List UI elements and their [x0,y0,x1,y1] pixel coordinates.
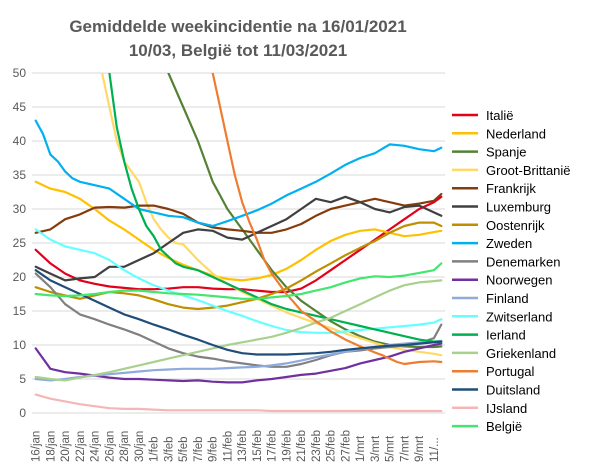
legend-label-portugal: Portugal [486,364,535,379]
y-tick-label: 10 [13,338,27,352]
y-tick-label: 15 [13,304,27,318]
x-tick-label: 27/feb [340,430,352,462]
x-tick-label: 5/mrt [385,435,397,462]
x-tick-label: 30/jan [134,431,146,462]
y-tick-label: 45 [13,100,27,114]
legend-label-luxemburg: Luxemburg [486,200,551,215]
x-tick-label: 18/jan [45,431,57,462]
x-tick-label: 3/feb [163,436,175,462]
y-tick-label: 0 [19,406,26,420]
y-tick-label: 5 [19,372,26,386]
legend-label-oostenrijk: Oostenrijk [486,218,545,233]
series-line-zwitserland [34,228,443,334]
x-tick-label: 20/jan [60,431,72,462]
legend: Italië Nederland Spanje Groot-Brittanië Fran… [452,108,571,434]
legend-label-duitsland: Duitsland [486,383,540,398]
legend-label-belgie: België [486,419,522,434]
series-line-luxemburg [34,195,443,282]
legend-label-spanje: Spanje [486,145,526,160]
x-tick-label: 7/mrt [399,435,411,462]
y-axis-ticks: 0 5 10 15 20 25 30 35 40 45 50 [13,66,27,420]
legend-label-zwitserland: Zwitserland [486,309,552,324]
x-tick-label: 9/mrt [414,435,426,462]
series-line-griekenland [34,279,443,382]
y-tick-label: 30 [13,202,27,216]
x-tick-label: 25/feb [326,430,338,462]
legend-label-griekenland: Griekenland [486,346,556,361]
series-line-ierland [108,73,443,343]
legend-label-italie: Italië [486,108,513,123]
legend-label-ijsland: IJsland [486,401,527,416]
x-tick-label: 11/feb [222,431,234,462]
x-axis-ticks: 16/jan 18/jan 20/jan 22/jan 24/jan 26/jan 28/j… [31,430,441,462]
x-tick-label: 17/feb [267,430,279,462]
series-line-italie [34,195,443,294]
legend-label-nederland: Nederland [486,126,546,141]
x-tick-label: 16/jan [31,431,43,462]
chart-title-line2: 10/03, België tot 11/03/2021 [129,41,347,60]
series-line-ijsland [34,393,443,413]
x-tick-label: 28/jan [119,431,131,462]
x-tick-label: 22/jan [75,431,87,462]
x-tick-label: 1/feb [149,436,161,462]
series-lines [34,73,443,413]
series-line-nederland [34,180,443,282]
legend-label-zweden: Zweden [486,236,532,251]
y-tick-label: 35 [13,168,27,182]
x-tick-label: 21/feb [296,430,308,462]
series-line-frankrijk [34,192,443,234]
x-tick-label: 19/feb [281,430,293,462]
series-line-denemarken [34,272,443,368]
x-tick-label: 3/mrt [370,435,382,462]
y-tick-label: 20 [13,270,27,284]
legend-label-frankrijk: Frankrijk [486,181,536,196]
legend-label-noorwegen: Noorwegen [486,273,553,288]
y-tick-label: 50 [13,66,27,80]
x-tick-label: 26/jan [104,431,116,462]
x-tick-label: 9/feb [208,436,220,462]
y-tick-label: 25 [13,236,27,250]
x-tick-label: 23/feb [311,430,323,462]
series-line-zweden [34,119,443,228]
series-line-groot-brittanie [101,73,443,357]
x-tick-label: 11/... [429,437,441,462]
x-tick-label: 1/mrt [355,435,367,462]
x-tick-label: 24/jan [90,431,102,462]
legend-label-denemarken: Denemarken [486,254,560,269]
chart-title-line1: Gemiddelde weekincidentie na 16/01/2021 [69,17,406,36]
legend-label-finland: Finland [486,291,529,306]
x-tick-label: 13/feb [237,430,249,462]
y-tick-label: 40 [13,134,27,148]
x-tick-label: 7/feb [193,436,205,462]
grid-lines [32,72,445,414]
series-line-duitsland [34,269,443,356]
series-line-spanje [167,73,443,349]
legend-label-ierland: Ierland [486,328,526,343]
legend-label-groot-brittanie: Groot-Brittanië [486,163,571,178]
series-line-belgie [34,262,443,300]
x-tick-label: 5/feb [178,436,190,462]
x-tick-label: 15/feb [252,430,264,462]
series-line-portugal [211,73,443,366]
